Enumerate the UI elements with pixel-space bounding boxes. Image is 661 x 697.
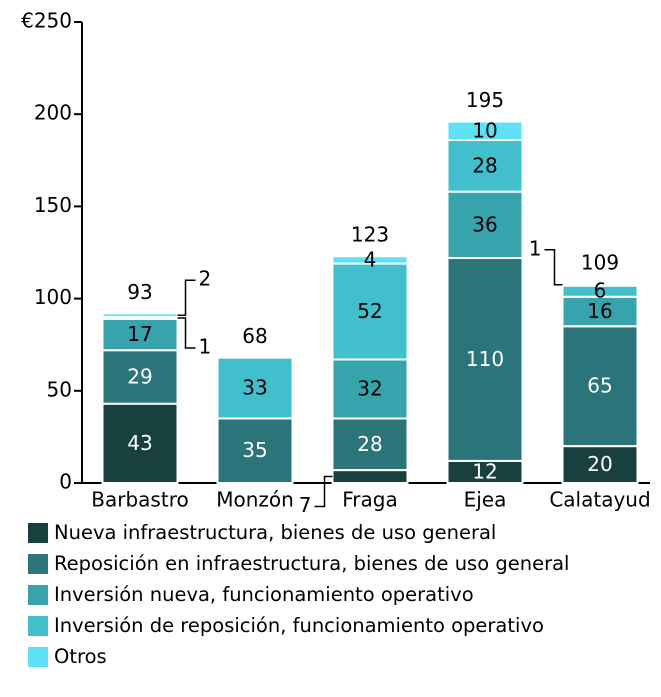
data-label: 43 [127, 431, 152, 455]
legend-swatch [28, 585, 48, 605]
data-label: 7 [299, 493, 312, 515]
data-label: 4 [364, 247, 377, 271]
y-tick-label: 50 [47, 377, 72, 401]
legend: Nueva infraestructura, bienes de uso gen… [28, 520, 648, 675]
data-label: 1 [199, 334, 212, 358]
legend-item: Inversión nueva, funcionamiento operativ… [28, 582, 648, 608]
x-tick-label: Ejea [464, 488, 507, 512]
legend-label: Inversión de reposición, funcionamiento … [54, 614, 544, 637]
data-label: 2 [199, 267, 212, 291]
bar-segment [561, 295, 639, 328]
bar-segment [446, 190, 524, 260]
data-label: 17 [127, 322, 152, 346]
data-label: 20 [587, 452, 612, 476]
data-label: 29 [127, 364, 152, 388]
bar-segment [216, 356, 294, 420]
bar-segment [446, 139, 524, 193]
y-tick-label: 150 [34, 193, 72, 217]
legend-item: Nueva infraestructura, bienes de uso gen… [28, 520, 648, 546]
bar-segment [331, 255, 409, 265]
bar-segment [331, 417, 409, 472]
data-label: 32 [357, 376, 382, 400]
data-label: 33 [242, 376, 267, 400]
data-label: 6 [594, 279, 607, 303]
bar-segment [331, 262, 409, 361]
data-label: 110 [466, 347, 504, 371]
legend-label: Inversión nueva, funcionamiento operativ… [54, 583, 474, 606]
legend-item: Reposición en infraestructura, bienes de… [28, 551, 648, 577]
bar-segment [446, 120, 524, 142]
bar-segment [561, 325, 639, 448]
bar-segment [101, 349, 179, 405]
data-label: 16 [587, 299, 612, 323]
data-label: 36 [472, 212, 497, 236]
data-label: 52 [357, 299, 382, 323]
data-label: 65 [587, 374, 612, 398]
x-tick-label: Monzón [216, 488, 294, 512]
data-label: 35 [242, 438, 267, 462]
bar-segment [101, 317, 179, 352]
leader-line [314, 475, 333, 508]
total-label: 195 [466, 88, 504, 112]
legend-item: Otros [28, 644, 648, 670]
x-tick-label: Calatayud [549, 488, 650, 512]
legend-swatch [28, 647, 48, 667]
bar-segment [446, 257, 524, 462]
legend-swatch [28, 554, 48, 574]
data-label: 28 [357, 432, 382, 456]
x-tick-label: Barbastro [91, 488, 188, 512]
data-label: 1 [529, 236, 542, 260]
total-label: 93 [127, 280, 152, 304]
legend-swatch [28, 616, 48, 636]
legend-label: Reposición en infraestructura, bienes de… [54, 552, 570, 575]
data-label: 12 [472, 459, 497, 483]
bar-segment [101, 402, 179, 485]
total-label: 68 [242, 324, 267, 348]
bar-segment [101, 312, 179, 319]
leader-line [177, 279, 196, 316]
bar-segment [331, 469, 409, 485]
y-tick-label: 100 [34, 285, 72, 309]
bar-segment [331, 358, 409, 420]
legend-label: Nueva infraestructura, bienes de uso gen… [54, 521, 497, 544]
data-label: 28 [472, 153, 497, 177]
chart: 050100150200€250Barbastro4329171293Monzó… [21, 9, 651, 516]
x-tick-label: Fraga [342, 488, 397, 512]
total-label: 123 [351, 223, 389, 247]
data-label: 10 [472, 118, 497, 142]
legend-label: Otros [54, 645, 107, 668]
y-tick-label: 200 [34, 101, 72, 125]
y-tick-label: 0 [59, 470, 72, 494]
leader-line [544, 249, 563, 286]
total-label: 109 [581, 250, 619, 274]
legend-item: Inversión de reposición, funcionamiento … [28, 613, 648, 639]
legend-swatch [28, 523, 48, 543]
leader-line [177, 317, 196, 349]
bar-segment [216, 417, 294, 484]
y-tick-label: €250 [21, 9, 72, 33]
